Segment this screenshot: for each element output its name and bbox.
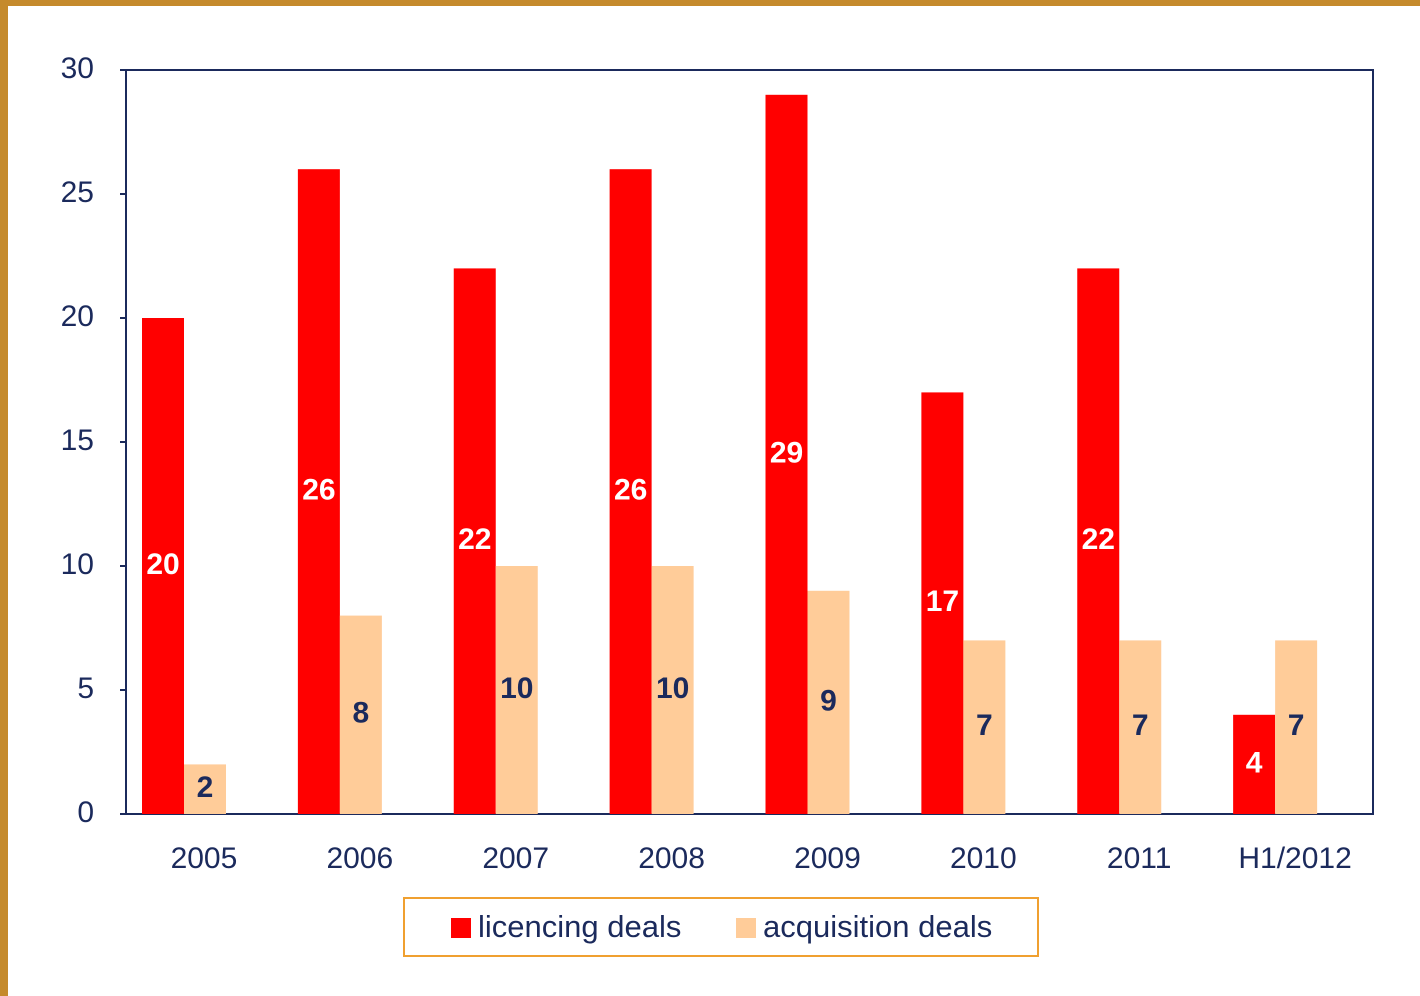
bar [651, 566, 694, 814]
bar [495, 566, 538, 814]
y-tick-label: 20 [61, 300, 94, 333]
data-label: 7 [1288, 709, 1305, 742]
x-tick-label: H1/2012 [1238, 842, 1351, 875]
bar [1077, 268, 1120, 814]
x-tick-label: 2011 [1107, 842, 1172, 875]
y-tick-label: 0 [77, 796, 94, 829]
x-tick-label: 2005 [171, 842, 238, 875]
bar [609, 169, 652, 814]
legend-box [403, 897, 1039, 957]
bar [1233, 714, 1276, 814]
y-tick-label: 30 [61, 52, 94, 85]
data-label: 8 [353, 697, 370, 730]
bar [765, 94, 808, 815]
legend-label: acquisition deals [763, 909, 992, 944]
data-label: 7 [1132, 709, 1149, 742]
bar [963, 640, 1006, 814]
bar [1275, 640, 1318, 814]
x-tick-label: 2006 [326, 842, 393, 875]
data-label: 29 [770, 436, 803, 469]
data-label: 26 [302, 474, 335, 507]
x-tick-label: 2010 [950, 842, 1017, 875]
data-label: 2 [197, 771, 214, 804]
bar [297, 169, 340, 814]
y-tick-label: 10 [61, 548, 94, 581]
data-label: 10 [500, 672, 533, 705]
y-tick-label: 25 [61, 176, 94, 209]
legend-swatch [736, 918, 756, 938]
data-label: 26 [614, 474, 647, 507]
x-tick-label: 2008 [638, 842, 705, 875]
data-label: 22 [458, 523, 491, 556]
x-tick-label: 2009 [794, 842, 861, 875]
bar [453, 268, 496, 814]
x-tick-label: 2007 [482, 842, 549, 875]
data-label: 9 [820, 684, 837, 717]
data-label: 22 [1082, 523, 1115, 556]
bar [142, 318, 184, 814]
legend-label: licencing deals [478, 909, 681, 944]
bar [339, 615, 382, 814]
data-label: 17 [926, 585, 959, 618]
bar [921, 392, 964, 814]
data-label: 10 [656, 672, 689, 705]
data-label: 4 [1246, 746, 1263, 779]
bar [807, 590, 850, 814]
bar [1119, 640, 1162, 814]
y-tick-label: 15 [61, 424, 94, 457]
y-tick-label: 5 [77, 672, 94, 705]
data-label: 7 [976, 709, 993, 742]
data-label: 20 [146, 548, 179, 581]
bar [184, 764, 226, 814]
legend-swatch [451, 918, 471, 938]
